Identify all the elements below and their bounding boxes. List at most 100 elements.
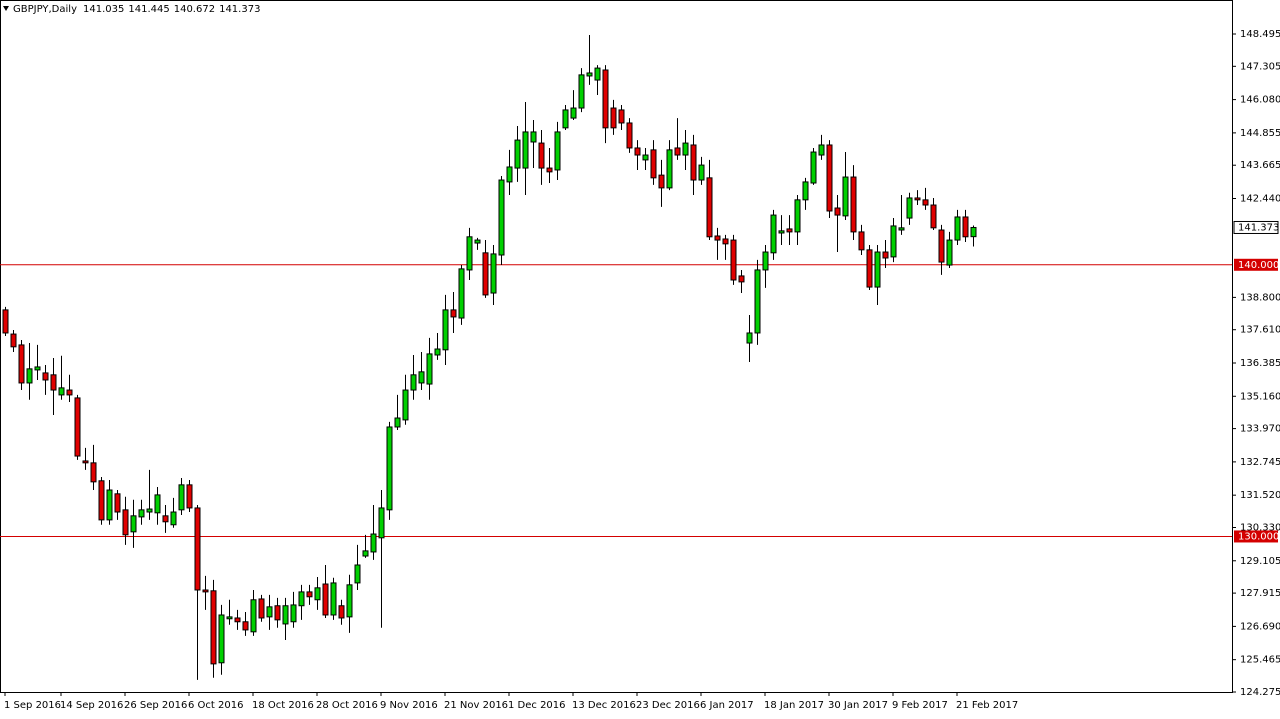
x-tick-label: 18 Jan 2017 — [764, 700, 824, 711]
candle-body — [498, 179, 505, 256]
candle-body — [698, 164, 705, 181]
candle-body — [162, 515, 169, 523]
y-tick-label: 126.690 — [1240, 621, 1280, 632]
candle-body — [26, 368, 33, 384]
candle-body — [706, 177, 713, 238]
candle-body — [634, 147, 641, 156]
candle-body — [234, 617, 241, 623]
candle-body — [266, 606, 273, 618]
candle-body — [250, 599, 257, 633]
level-label-box — [1234, 530, 1278, 543]
candle-body — [314, 587, 321, 601]
candle-body — [818, 144, 825, 156]
candle-body — [194, 507, 201, 591]
candle-body — [34, 366, 41, 371]
candle-body — [962, 216, 969, 238]
y-tick-label: 136.385 — [1240, 358, 1280, 369]
candle-body — [578, 74, 585, 109]
last-price-label: 141.373 — [1238, 222, 1279, 233]
y-tick-label: 124.275 — [1240, 687, 1280, 698]
y-tick-label: 130.330 — [1240, 522, 1280, 533]
candle-body — [474, 239, 481, 244]
candle-body — [522, 131, 529, 169]
x-tick-label: 21 Nov 2016 — [444, 700, 508, 711]
candle-body — [826, 144, 833, 212]
candle-body — [794, 199, 801, 233]
candle-body — [466, 236, 473, 271]
candle-body — [434, 348, 441, 356]
candle-body — [906, 197, 913, 219]
level-label-box — [1234, 258, 1278, 271]
candle-body — [618, 109, 625, 124]
candle-body — [10, 333, 17, 348]
plot-frame — [0, 0, 1233, 693]
candle-body — [274, 605, 281, 621]
y-tick-label: 146.080 — [1240, 95, 1280, 106]
y-tick-label: 131.520 — [1240, 490, 1280, 501]
candle-body — [538, 142, 545, 169]
menu-arrow[interactable] — [3, 6, 9, 11]
candle-body — [394, 417, 401, 428]
open-value: 141.035 — [83, 4, 124, 15]
candle-body — [642, 154, 649, 161]
x-tick-label: 26 Sep 2016 — [124, 700, 187, 711]
x-tick-label: 9 Nov 2016 — [380, 700, 438, 711]
candle-body — [770, 214, 777, 254]
y-tick-label: 125.465 — [1240, 655, 1280, 666]
candle-body — [570, 107, 577, 119]
candle-body — [714, 235, 721, 241]
candle-body — [106, 489, 113, 521]
candle-body — [426, 353, 433, 385]
candle-body — [386, 426, 393, 511]
candle-body — [402, 389, 409, 421]
candle-body — [346, 584, 353, 618]
candle-body — [410, 374, 417, 391]
candle-body — [322, 583, 329, 616]
y-tick-label: 143.665 — [1240, 160, 1280, 171]
level-label: 130.000 — [1238, 531, 1279, 542]
candle-body — [2, 309, 9, 334]
x-tick-label: 13 Dec 2016 — [572, 700, 636, 711]
chart-title: GBPJPY,Daily — [13, 4, 77, 15]
candle-body — [754, 269, 761, 334]
candle-body — [802, 181, 809, 201]
x-tick-label: 21 Feb 2017 — [956, 700, 1018, 711]
candle-body — [650, 149, 657, 179]
x-tick-label: 28 Oct 2016 — [316, 700, 378, 711]
y-tick-label: 148.495 — [1240, 29, 1280, 40]
candle-body — [258, 598, 265, 619]
candle-body — [82, 460, 89, 464]
candle-body — [970, 226, 977, 238]
y-tick-label: 142.440 — [1240, 193, 1280, 204]
candle-body — [938, 229, 945, 263]
candle-body — [762, 251, 769, 271]
candle-body — [178, 484, 185, 511]
candle-body — [690, 144, 697, 181]
candle-body — [122, 509, 129, 536]
candle-body — [586, 72, 593, 77]
candle-body — [954, 216, 961, 241]
candle-body — [138, 509, 145, 518]
candle-body — [842, 176, 849, 217]
candle-body — [482, 252, 489, 296]
x-tick-label: 1 Sep 2016 — [4, 700, 61, 711]
candle-body — [778, 230, 785, 234]
candle-body — [898, 227, 905, 231]
candle-body — [666, 149, 673, 189]
candle-body — [850, 176, 857, 233]
candle-body — [874, 251, 881, 288]
y-tick-label: 137.610 — [1240, 325, 1280, 336]
candle-body — [674, 147, 681, 156]
candle-body — [738, 275, 745, 283]
candle-body — [882, 251, 889, 259]
candle-body — [946, 239, 953, 266]
candle-body — [290, 604, 297, 623]
candle-body — [722, 238, 729, 245]
candle-body — [226, 616, 233, 620]
last-price-box — [1233, 220, 1279, 234]
low-value: 140.672 — [174, 4, 215, 15]
candle-body — [98, 480, 105, 521]
candle-body — [370, 533, 377, 553]
candle-body — [834, 207, 841, 216]
candle-body — [490, 253, 497, 294]
